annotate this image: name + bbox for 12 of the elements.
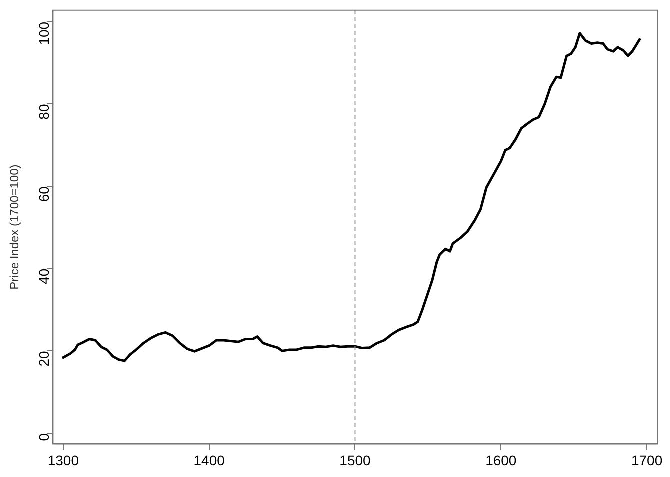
y-tick-label: 20 xyxy=(36,350,52,367)
x-tick-label: 1400 xyxy=(194,452,226,468)
y-tick-label: 80 xyxy=(36,104,52,120)
y-axis-title: Price Index (1700=100) xyxy=(8,164,22,290)
x-tick-label: 1700 xyxy=(631,452,663,468)
x-tick-label: 1500 xyxy=(340,452,372,468)
x-tick-label: 1300 xyxy=(48,452,80,468)
y-tick-label: 100 xyxy=(36,22,52,46)
x-tick-label: 1600 xyxy=(486,452,517,468)
y-tick-label: 60 xyxy=(36,186,52,202)
y-tick-label: 0 xyxy=(36,433,52,442)
y-tick-label: 40 xyxy=(36,268,52,284)
